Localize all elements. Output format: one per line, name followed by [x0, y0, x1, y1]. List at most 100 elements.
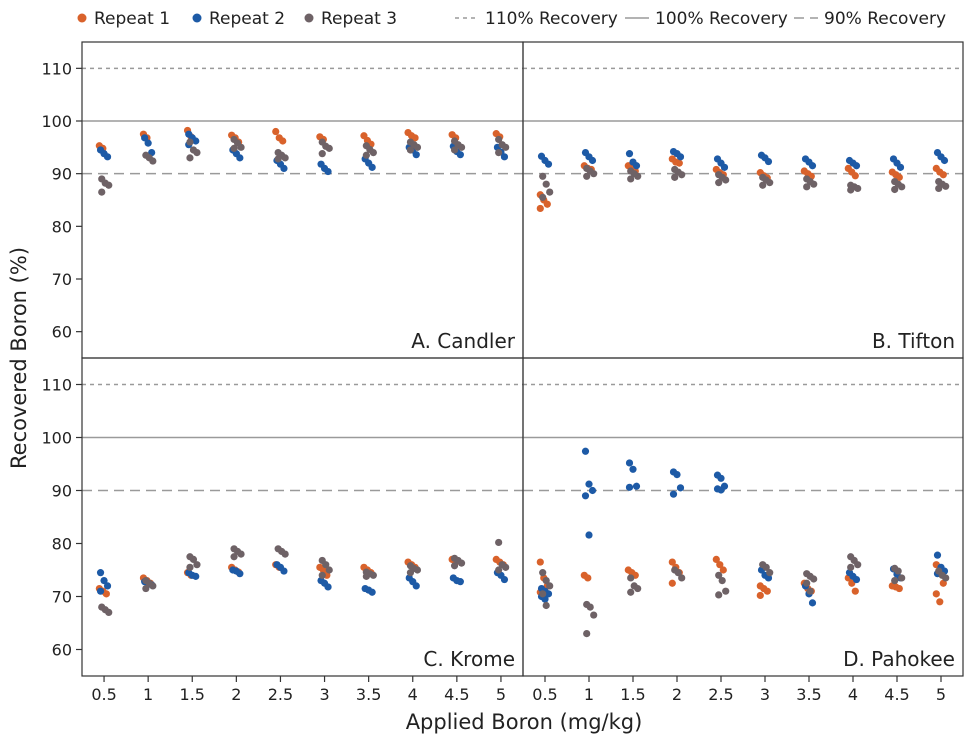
legend-item-ref90: 90% Recovery	[794, 9, 946, 29]
data-point	[716, 561, 724, 569]
x-tick-label: 0.5	[532, 685, 557, 704]
data-point	[324, 583, 332, 591]
x-tick-label: 2	[231, 685, 241, 704]
data-point	[810, 180, 818, 188]
data-point	[891, 577, 899, 585]
data-point	[500, 153, 509, 161]
data-point	[766, 179, 774, 187]
x-tick-label: 1	[143, 685, 153, 704]
data-point	[803, 183, 811, 191]
panel-label: A. Candler	[411, 329, 515, 353]
data-point	[186, 154, 194, 162]
data-point	[495, 538, 503, 547]
y-tick-label: 70	[52, 270, 72, 289]
data-point	[105, 608, 113, 617]
panel-frame	[81, 41, 524, 359]
data-point	[142, 584, 150, 593]
x-tick-label: 4.5	[444, 685, 469, 704]
data-point	[722, 587, 730, 595]
data-point	[546, 188, 554, 196]
data-point	[149, 582, 157, 590]
data-point	[854, 561, 862, 569]
data-point	[237, 550, 245, 558]
data-point	[236, 154, 244, 162]
data-point	[539, 172, 547, 180]
x-tick-label: 3	[319, 685, 329, 704]
data-point	[766, 569, 774, 577]
data-point	[590, 170, 598, 178]
data-point	[940, 156, 949, 165]
data-point	[103, 153, 112, 161]
data-point	[280, 164, 288, 172]
data-point	[808, 599, 817, 607]
data-point	[939, 171, 947, 179]
data-point	[808, 162, 817, 170]
data-point	[413, 566, 422, 574]
data-point	[847, 186, 855, 194]
data-point	[502, 563, 510, 571]
data-point	[457, 559, 466, 567]
data-point	[96, 569, 105, 577]
x-tick-label: 3.5	[356, 685, 381, 704]
data-point	[457, 143, 466, 151]
legend-item-ref110: 110% Recovery	[455, 9, 618, 29]
data-point	[668, 558, 676, 566]
y-tick-label: 70	[52, 588, 72, 607]
data-point	[581, 492, 590, 500]
panel-frame	[522, 41, 964, 359]
chart-panels: A. Candler B. Tifton C. Krome D. Pahokee	[81, 41, 964, 677]
data-point	[189, 555, 198, 564]
legend-item-repeat1: Repeat 1	[77, 9, 170, 29]
data-point	[583, 630, 591, 638]
data-point	[634, 172, 642, 180]
data-point	[678, 171, 686, 179]
legend-marker-repeat2	[192, 13, 202, 23]
y-tick-label: 80	[52, 535, 72, 554]
data-point	[627, 175, 635, 183]
data-point	[193, 149, 201, 157]
data-point	[456, 578, 464, 586]
data-point	[898, 574, 906, 582]
data-point	[279, 137, 287, 145]
data-point	[450, 146, 459, 154]
y-tick-label: 80	[52, 217, 72, 236]
data-point	[141, 134, 149, 142]
data-point	[810, 575, 818, 583]
x-tick-label: 4.5	[884, 685, 909, 704]
data-point	[763, 587, 771, 595]
data-point	[852, 162, 861, 170]
data-point	[590, 611, 598, 619]
data-point	[629, 465, 637, 473]
data-point	[186, 563, 194, 571]
y-tick-label: 110	[41, 376, 72, 395]
data-point	[322, 561, 330, 569]
data-point	[542, 577, 550, 585]
x-tick-label: 2.5	[268, 685, 293, 704]
data-point	[625, 483, 634, 491]
data-point	[274, 155, 282, 163]
data-point	[368, 163, 376, 171]
data-point	[581, 447, 590, 455]
data-point	[536, 558, 544, 566]
data-point	[895, 584, 903, 593]
data-point	[718, 577, 726, 585]
data-point	[803, 579, 811, 587]
data-point	[406, 146, 415, 154]
data-point	[675, 159, 683, 167]
panel-label: B. Tifton	[872, 329, 955, 353]
data-point	[149, 157, 157, 165]
data-point	[851, 172, 859, 180]
data-point	[543, 200, 551, 208]
data-point	[144, 139, 152, 147]
data-point	[369, 571, 377, 579]
data-point	[764, 157, 773, 166]
legend-label-ref100: 100% Recovery	[655, 9, 788, 29]
y-tick-label: 100	[41, 112, 72, 131]
data-point	[237, 143, 245, 151]
panel-frame	[81, 357, 524, 677]
data-point	[539, 590, 547, 598]
x-tick-label: 2	[672, 685, 682, 704]
data-point	[542, 601, 550, 610]
data-point	[544, 590, 553, 598]
